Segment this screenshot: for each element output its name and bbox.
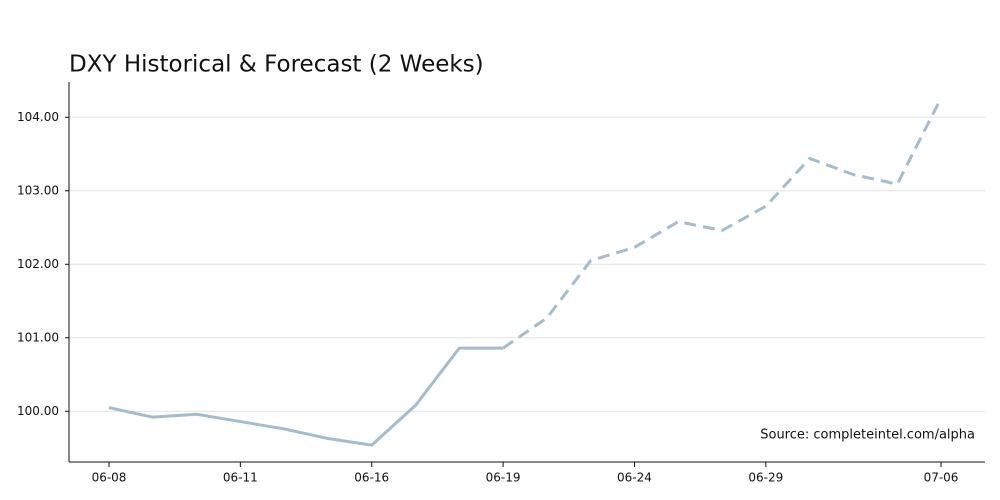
y-tick-label: 100.00 bbox=[17, 404, 59, 418]
y-tick-label: 102.00 bbox=[17, 257, 59, 271]
y-tick-label: 104.00 bbox=[17, 110, 59, 124]
y-tick-label: 103.00 bbox=[17, 183, 59, 197]
series-line bbox=[108, 346, 504, 447]
x-tick-label: 07-06 bbox=[924, 471, 959, 485]
x-tick-label: 06-19 bbox=[486, 471, 521, 485]
x-tick-label: 06-24 bbox=[617, 471, 652, 485]
x-tick-label: 06-16 bbox=[354, 471, 389, 485]
x-tick-label: 06-29 bbox=[748, 471, 783, 485]
chart-title: DXY Historical & Forecast (2 Weeks) bbox=[69, 52, 484, 78]
x-tick-label: 06-08 bbox=[92, 471, 127, 485]
y-tick-label: 101.00 bbox=[17, 330, 59, 344]
x-tick-label: 06-11 bbox=[223, 471, 258, 485]
series-line bbox=[502, 97, 943, 350]
source-note: Source: completeintel.com/alpha bbox=[760, 428, 975, 443]
